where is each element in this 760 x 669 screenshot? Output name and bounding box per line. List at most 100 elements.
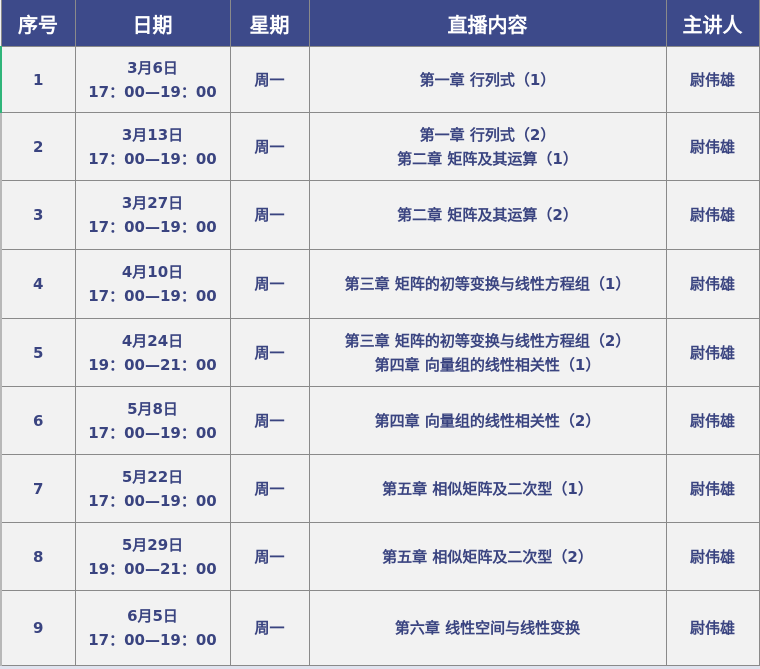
weekday-text: 周一 — [254, 206, 285, 224]
table-row: 6 5月8日 17：00—19：00 周一 第四章 向量组的线性相关性（2） 尉伟雄 — [0, 386, 760, 455]
date-text: 5月29日 — [121, 535, 184, 554]
date-text: 5月22日 — [121, 467, 184, 486]
no-text: 3 — [33, 206, 44, 224]
cell-speaker: 尉伟雄 — [665, 318, 760, 387]
cell-content: 第五章 相似矩阵及二次型（2） — [308, 522, 667, 591]
cell-no: 1 — [0, 46, 76, 113]
content-line: 第三章 矩阵的初等变换与线性方程组（1） — [344, 275, 631, 293]
cell-weekday: 周一 — [229, 454, 310, 523]
weekday-text: 周一 — [254, 137, 285, 156]
content-line: 第五章 相似矩阵及二次型（1） — [382, 479, 593, 498]
date-text: 4月10日 — [121, 263, 184, 281]
cell-date: 6月5日 17：00—19：00 — [74, 590, 231, 666]
cell-no: 4 — [0, 249, 76, 319]
time-text: 17：00—19：00 — [88, 149, 217, 168]
no-text: 9 — [33, 619, 44, 637]
table-row: 7 5月22日 17：00—19：00 周一 第五章 相似矩阵及二次型（1） 尉伟雄 — [0, 454, 760, 523]
weekday-text: 周一 — [254, 547, 285, 566]
time-text: 17：00—19：00 — [88, 631, 217, 649]
content-line: 第二章 矩阵及其运算（1） — [397, 149, 578, 168]
speaker-text: 尉伟雄 — [689, 411, 735, 430]
cell-no: 3 — [0, 180, 76, 250]
cell-speaker: 尉伟雄 — [665, 590, 760, 666]
time-text: 17：00—19：00 — [88, 423, 217, 442]
content-line: 第六章 线性空间与线性变换 — [394, 619, 581, 637]
speaker-text: 尉伟雄 — [689, 479, 735, 498]
no-text: 7 — [33, 479, 44, 498]
no-text: 1 — [33, 70, 44, 89]
cell-speaker: 尉伟雄 — [665, 386, 760, 455]
content-line: 第三章 矩阵的初等变换与线性方程组（2） — [344, 331, 631, 350]
speaker-text: 尉伟雄 — [689, 619, 735, 637]
time-text: 19：00—21：00 — [88, 559, 217, 578]
cell-no: 5 — [0, 318, 76, 387]
weekday-text: 周一 — [254, 479, 285, 498]
cell-weekday: 周一 — [229, 522, 310, 591]
cell-weekday: 周一 — [229, 249, 310, 319]
weekday-text: 周一 — [254, 411, 285, 430]
cell-weekday: 周一 — [229, 386, 310, 455]
table-row: 9 6月5日 17：00—19：00 周一 第六章 线性空间与线性变换 尉伟雄 — [0, 590, 760, 666]
cell-speaker: 尉伟雄 — [665, 46, 760, 113]
cell-no: 2 — [0, 112, 76, 181]
content-line: 第五章 相似矩阵及二次型（2） — [382, 547, 593, 566]
cell-content: 第四章 向量组的线性相关性（2） — [308, 386, 667, 455]
cell-content: 第一章 行列式（1） — [308, 46, 667, 113]
header-content: 直播内容 — [308, 0, 667, 47]
speaker-text: 尉伟雄 — [689, 70, 735, 89]
weekday-text: 周一 — [254, 70, 285, 89]
header-no: 序号 — [0, 0, 76, 47]
cell-weekday: 周一 — [229, 180, 310, 250]
weekday-text: 周一 — [254, 619, 285, 637]
cell-speaker: 尉伟雄 — [665, 180, 760, 250]
cell-speaker: 尉伟雄 — [665, 522, 760, 591]
header-speaker: 主讲人 — [665, 0, 760, 47]
table-row: 2 3月13日 17：00—19：00 周一 第一章 行列式（2） 第二章 矩阵及其运算（… — [0, 112, 760, 181]
speaker-text: 尉伟雄 — [689, 275, 735, 293]
cell-content: 第三章 矩阵的初等变换与线性方程组（1） — [308, 249, 667, 319]
cell-weekday: 周一 — [229, 112, 310, 181]
date-text: 5月8日 — [127, 399, 178, 418]
cell-speaker: 尉伟雄 — [665, 454, 760, 523]
time-text: 19：00—21：00 — [88, 355, 217, 374]
cell-speaker: 尉伟雄 — [665, 112, 760, 181]
date-text: 3月6日 — [127, 58, 178, 77]
cell-content: 第一章 行列式（2） 第二章 矩阵及其运算（1） — [308, 112, 667, 181]
cell-date: 5月8日 17：00—19：00 — [74, 386, 231, 455]
cell-date: 3月13日 17：00—19：00 — [74, 112, 231, 181]
content-line: 第一章 行列式（1） — [419, 70, 556, 89]
time-text: 17：00—19：00 — [88, 82, 217, 101]
cell-date: 4月10日 17：00—19：00 — [74, 249, 231, 319]
no-text: 4 — [33, 275, 44, 293]
cell-weekday: 周一 — [229, 590, 310, 666]
cell-no: 6 — [0, 386, 76, 455]
table-row: 1 3月6日 17：00—19：00 周一 第一章 行列式（1） 尉伟雄 — [0, 46, 760, 113]
content-line: 第四章 向量组的线性相关性（2） — [374, 411, 601, 430]
speaker-text: 尉伟雄 — [689, 547, 735, 566]
cell-content: 第二章 矩阵及其运算（2） — [308, 180, 667, 250]
no-text: 8 — [33, 547, 44, 566]
date-text: 3月27日 — [121, 194, 184, 212]
content-line: 第二章 矩阵及其运算（2） — [397, 206, 578, 224]
weekday-text: 周一 — [254, 275, 285, 293]
date-text: 4月24日 — [121, 331, 184, 350]
speaker-text: 尉伟雄 — [689, 137, 735, 156]
cell-content: 第五章 相似矩阵及二次型（1） — [308, 454, 667, 523]
time-text: 17：00—19：00 — [88, 287, 217, 305]
date-text: 3月13日 — [121, 125, 184, 144]
table-row: 3 3月27日 17：00—19：00 周一 第二章 矩阵及其运算（2） 尉伟雄 — [0, 180, 760, 250]
cell-date: 5月22日 17：00—19：00 — [74, 454, 231, 523]
cell-weekday: 周一 — [229, 318, 310, 387]
cell-date: 5月29日 19：00—21：00 — [74, 522, 231, 591]
cell-no: 8 — [0, 522, 76, 591]
speaker-text: 尉伟雄 — [689, 206, 735, 224]
header-weekday: 星期 — [229, 0, 310, 47]
cell-date: 3月27日 17：00—19：00 — [74, 180, 231, 250]
cell-speaker: 尉伟雄 — [665, 249, 760, 319]
no-text: 2 — [33, 137, 44, 156]
header-date: 日期 — [74, 0, 231, 47]
cell-date: 4月24日 19：00—21：00 — [74, 318, 231, 387]
speaker-text: 尉伟雄 — [689, 343, 735, 362]
date-text: 6月5日 — [127, 607, 178, 625]
